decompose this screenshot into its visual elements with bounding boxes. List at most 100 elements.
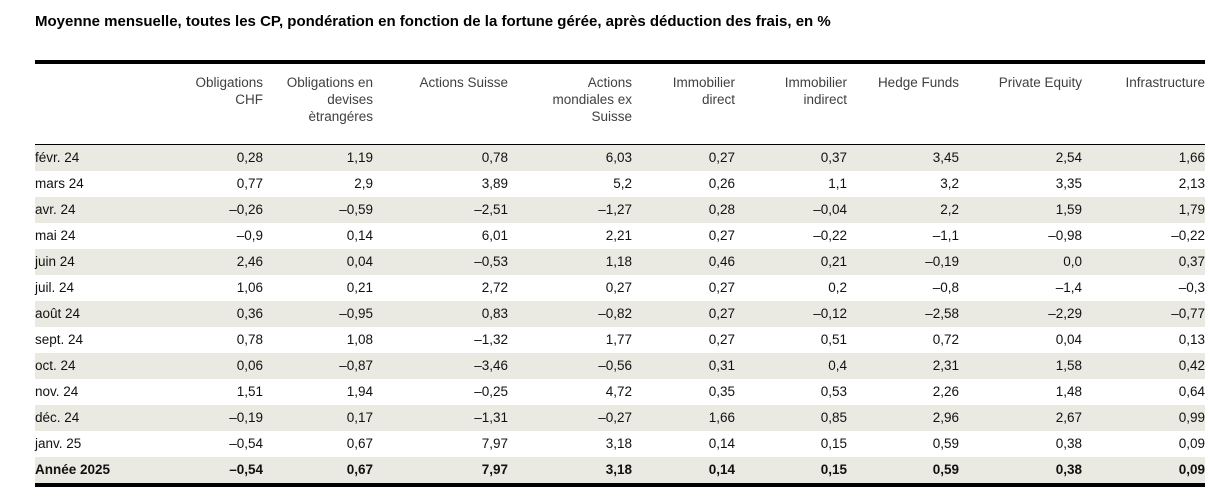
value-cell: –0,59	[339, 202, 373, 217]
value-cell: 1,77	[605, 332, 632, 347]
value-cell: 0,78	[481, 150, 508, 165]
column-header: Obligations en devises ètrangéres	[263, 62, 373, 145]
value-cell: 2,21	[605, 228, 632, 243]
value-cell: 0,13	[1178, 332, 1205, 347]
row-label: mai 24	[35, 228, 76, 243]
table-row: mars 24 0,77 2,9 3,89 5,2 0,26 1,1 3,2 3,35 2,13	[35, 171, 1205, 197]
value-cell: 1,59	[1055, 202, 1082, 217]
table-row: sept. 24 0,78 1,08 –1,32 1,77 0,27 0,51 0,72 0,0…	[35, 327, 1205, 353]
value-cell: 0,59	[932, 436, 959, 451]
value-cell: 0,09	[1082, 457, 1205, 487]
value-cell: –0,22	[813, 228, 847, 243]
value-cell: 0,78	[236, 332, 263, 347]
value-cell: 0,77	[236, 176, 263, 191]
table-title: Moyenne mensuelle, toutes les CP, pondér…	[35, 13, 831, 30]
header-row: Obligations CHF Obligations en devises èt…	[35, 62, 1205, 145]
value-cell: –2,58	[925, 306, 959, 321]
table-row: oct. 24 0,06 –0,87 –3,46 –0,56 0,31 0,4 2,31 1,5…	[35, 353, 1205, 379]
value-cell: 0,42	[1178, 358, 1205, 373]
value-cell: 0,06	[236, 358, 263, 373]
value-cell: 0,17	[346, 410, 373, 425]
row-label: janv. 25	[35, 436, 82, 451]
column-header: Actions Suisse	[373, 62, 508, 145]
value-cell: 1,66	[708, 410, 735, 425]
value-cell: 0,27	[708, 280, 735, 295]
value-cell: 0,38	[959, 457, 1082, 487]
value-cell: 0,46	[708, 254, 735, 269]
value-cell: 0,37	[820, 150, 847, 165]
value-cell: 2,13	[1178, 176, 1205, 191]
value-cell: –3,46	[474, 358, 508, 373]
value-cell: 0,15	[820, 436, 847, 451]
value-cell: –0,04	[813, 202, 847, 217]
value-cell: –1,32	[474, 332, 508, 347]
row-label: sept. 24	[35, 332, 84, 347]
value-cell: 0,38	[1055, 436, 1082, 451]
value-cell: 0,2	[828, 280, 847, 295]
column-header: Immobilier indirect	[735, 62, 847, 145]
value-cell: 1,51	[236, 384, 263, 399]
value-cell: –0,22	[1171, 228, 1205, 243]
report-page: Moyenne mensuelle, toutes les CP, pondér…	[35, 13, 1205, 487]
column-header: Immobilier direct	[632, 62, 735, 145]
total-row: Année 2025 –0,54 0,67 7,97 3,18 0,14 0,15 0,59 0…	[35, 457, 1205, 487]
value-cell: –1,1	[932, 228, 959, 243]
value-cell: 1,79	[1178, 202, 1205, 217]
column-header: Obligations CHF	[157, 62, 263, 145]
table-row: avr. 24 –0,26 –0,59 –2,51 –1,27 0,28 –0,04 2,2 1…	[35, 197, 1205, 223]
value-cell: 0,04	[1055, 332, 1082, 347]
table-row: juil. 24 1,06 0,21 2,72 0,27 0,27 0,2 –0,8 –1,4 –…	[35, 275, 1205, 301]
value-cell: 0,14	[708, 436, 735, 451]
value-cell: –0,98	[1048, 228, 1082, 243]
value-cell: –0,82	[598, 306, 632, 321]
value-cell: 2,2	[940, 202, 959, 217]
column-header: Private Equity	[959, 62, 1082, 145]
value-cell: –1,4	[1055, 280, 1082, 295]
value-cell: –0,54	[157, 457, 263, 487]
row-label: juin 24	[35, 254, 75, 269]
value-cell: 3,35	[1055, 176, 1082, 191]
value-cell: 0,09	[1178, 436, 1205, 451]
value-cell: 1,66	[1178, 150, 1205, 165]
value-cell: 0,27	[708, 228, 735, 243]
value-cell: 1,1	[828, 176, 847, 191]
table-header: Obligations CHF Obligations en devises èt…	[35, 62, 1205, 145]
row-label-column-header	[35, 62, 157, 145]
value-cell: 7,97	[373, 457, 508, 487]
value-cell: 2,31	[932, 358, 959, 373]
value-cell: 0,99	[1178, 410, 1205, 425]
value-cell: 7,97	[481, 436, 508, 451]
value-cell: –0,8	[932, 280, 959, 295]
value-cell: 1,48	[1055, 384, 1082, 399]
value-cell: –0,95	[339, 306, 373, 321]
value-cell: 2,72	[481, 280, 508, 295]
table-row: août 24 0,36 –0,95 0,83 –0,82 0,27 –0,12 –2,58 –…	[35, 301, 1205, 327]
value-cell: –2,29	[1048, 306, 1082, 321]
value-cell: 6,03	[605, 150, 632, 165]
table-row: juin 24 2,46 0,04 –0,53 1,18 0,46 0,21 –0,19 0,0…	[35, 249, 1205, 275]
value-cell: –0,27	[598, 410, 632, 425]
value-cell: 3,18	[508, 457, 632, 487]
value-cell: 0,28	[708, 202, 735, 217]
value-cell: 0,83	[481, 306, 508, 321]
table-row: janv. 25 –0,54 0,67 7,97 3,18 0,14 0,15 0,59 0,3…	[35, 431, 1205, 457]
value-cell: 1,58	[1055, 358, 1082, 373]
value-cell: –0,3	[1178, 280, 1205, 295]
value-cell: 0,67	[263, 457, 373, 487]
value-cell: –0,19	[229, 410, 263, 425]
value-cell: 0,85	[820, 410, 847, 425]
value-cell: –0,53	[474, 254, 508, 269]
value-cell: 0,27	[605, 280, 632, 295]
value-cell: 2,96	[932, 410, 959, 425]
value-cell: 5,2	[613, 176, 632, 191]
value-cell: 2,26	[932, 384, 959, 399]
value-cell: 0,14	[632, 457, 735, 487]
column-header: Hedge Funds	[847, 62, 959, 145]
value-cell: 0,21	[346, 280, 373, 295]
value-cell: 0,0	[1063, 254, 1082, 269]
column-header: Infrastructure	[1082, 62, 1205, 145]
value-cell: 6,01	[481, 228, 508, 243]
table-row: févr. 24 0,28 1,19 0,78 6,03 0,27 0,37 3,45 2,54…	[35, 144, 1205, 171]
row-label: août 24	[35, 306, 81, 321]
value-cell: 0,37	[1178, 254, 1205, 269]
